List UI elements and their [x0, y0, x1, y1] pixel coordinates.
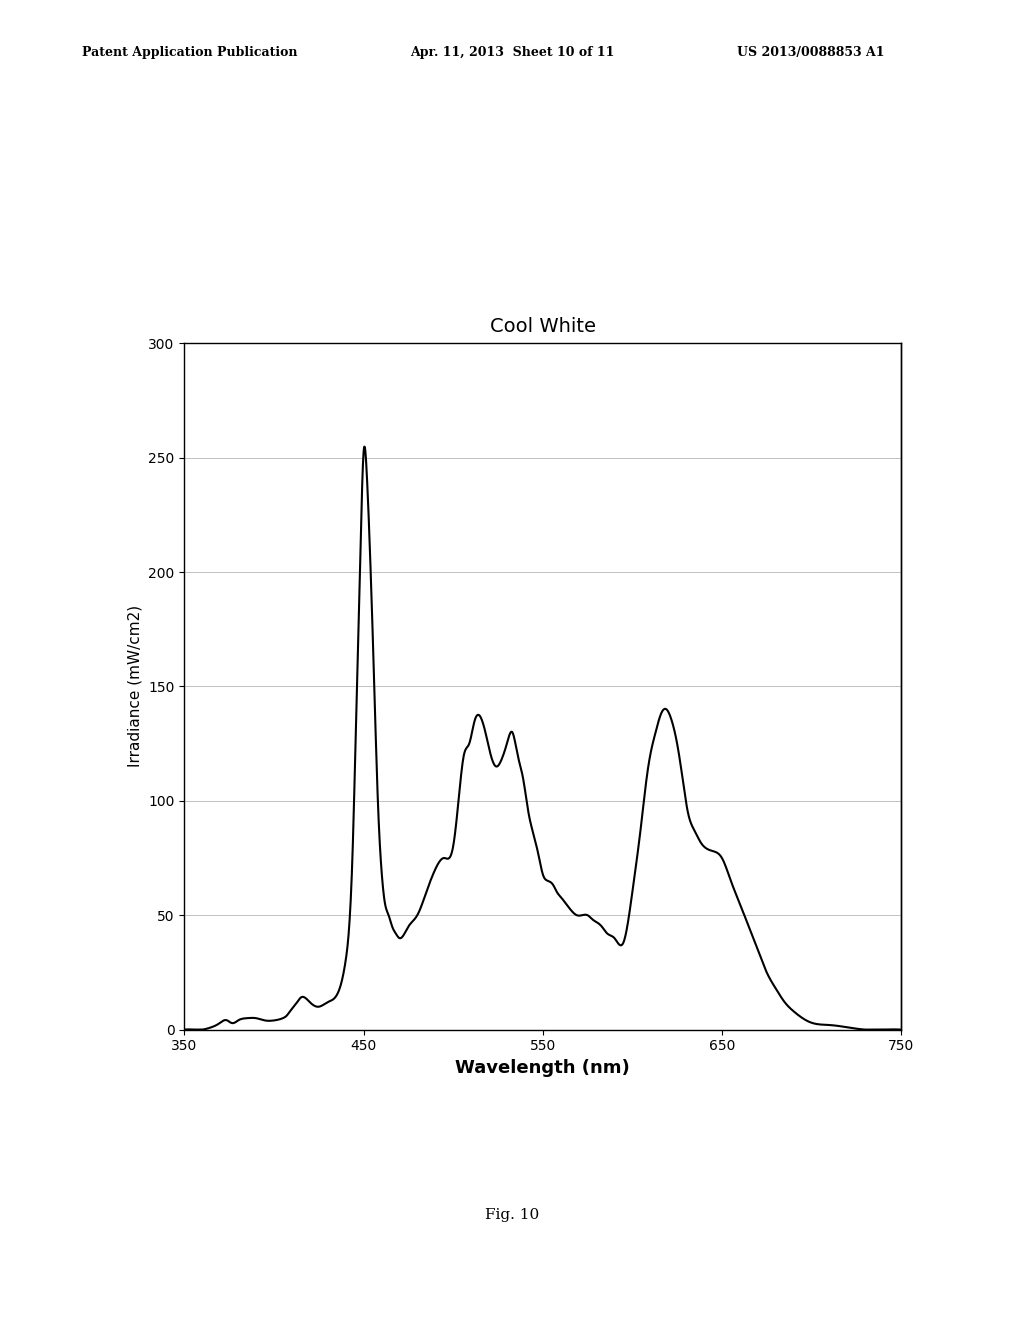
- X-axis label: Wavelength (nm): Wavelength (nm): [456, 1059, 630, 1077]
- Text: Fig. 10: Fig. 10: [485, 1208, 539, 1222]
- Y-axis label: Irradiance (mW/cm2): Irradiance (mW/cm2): [128, 606, 142, 767]
- Title: Cool White: Cool White: [489, 317, 596, 337]
- Text: US 2013/0088853 A1: US 2013/0088853 A1: [737, 46, 885, 59]
- Text: Patent Application Publication: Patent Application Publication: [82, 46, 297, 59]
- Text: Apr. 11, 2013  Sheet 10 of 11: Apr. 11, 2013 Sheet 10 of 11: [410, 46, 614, 59]
